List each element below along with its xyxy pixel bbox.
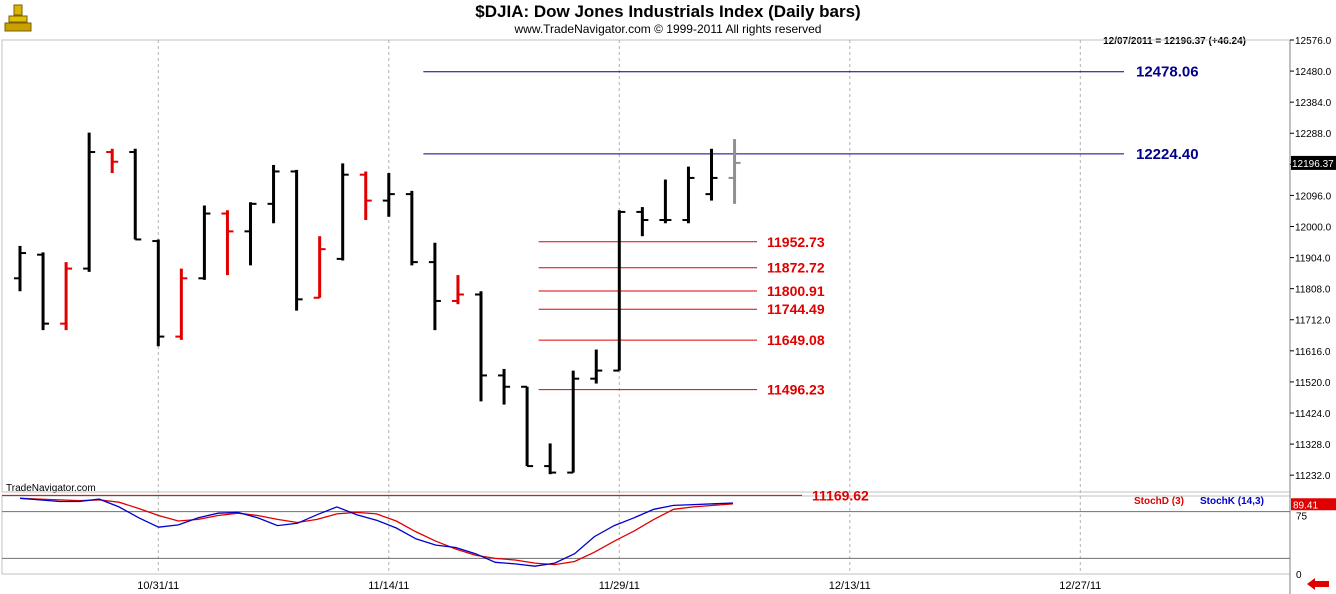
copyright-subtitle: www.TradeNavigator.com © 1999-2011 All r… [514, 22, 822, 36]
ohlc-bar [152, 239, 165, 347]
y-tick-label: 11232.0 [1295, 471, 1331, 482]
ohlc-bar [544, 443, 557, 475]
ohlc-bar [728, 139, 741, 204]
ohlc-bar [590, 349, 603, 384]
price-level-label: 11872.72 [767, 260, 825, 276]
ohlc-bar [428, 242, 441, 331]
x-tick-label: 12/13/11 [829, 580, 871, 592]
price-level-label: 11496.23 [767, 382, 825, 398]
price-level-label: 11800.91 [767, 283, 825, 299]
y-tick-label: 11712.0 [1295, 316, 1331, 327]
ohlc-bar [37, 252, 50, 331]
ohlc-bar [221, 210, 234, 276]
ohlc-bar [198, 205, 211, 280]
ohlc-bar [60, 262, 73, 331]
ohlc-bar [405, 190, 418, 266]
price-plot-frame [1, 39, 1291, 493]
y-tick-label: 11616.0 [1295, 347, 1331, 358]
y-tick-label: 12480.0 [1295, 67, 1332, 78]
ohlc-bar [106, 148, 119, 174]
y-tick-label: 11424.0 [1295, 409, 1331, 420]
stoch-y-tick-label: 0 [1296, 570, 1302, 581]
ohlc-bar [359, 171, 372, 221]
x-tick-label: 11/29/11 [599, 580, 640, 592]
ohlc-bar [613, 210, 626, 372]
y-tick-label: 11328.0 [1295, 440, 1331, 451]
y-tick-label: 11904.0 [1295, 254, 1331, 265]
ohlc-bar [175, 268, 188, 340]
y-tick-label: 11520.0 [1295, 378, 1331, 389]
y-tick-label: 12288.0 [1295, 129, 1332, 140]
ohlc-bar [682, 166, 695, 224]
ohlc-bar [267, 164, 280, 224]
ohlc-bar [475, 291, 487, 402]
price-level-label: 11744.49 [767, 301, 825, 317]
y-tick-label: 11808.0 [1295, 285, 1331, 296]
last-price-tag [1291, 155, 1336, 170]
price-level-label: 12478.06 [1136, 64, 1199, 81]
x-tick-label: 12/27/11 [1059, 580, 1101, 592]
price-level-label: 11649.08 [767, 332, 825, 348]
price-readout: 12/07/2011 = 12196.37 (+46.24) [1103, 36, 1246, 47]
chart-title: $DJIA: Dow Jones Industrials Index (Dail… [475, 2, 861, 21]
legend-stochk: StochK (14,3) [1200, 496, 1264, 507]
y-tick-label: 12576.0 [1295, 36, 1332, 47]
stoch-y-tick-label: 75 [1296, 512, 1308, 523]
y-tick-label: 12096.0 [1295, 191, 1332, 202]
ohlc-bar [659, 179, 672, 224]
ohlc-bar [83, 132, 96, 272]
ohlc-bar [521, 385, 534, 468]
legend-stochd: StochD (3) [1134, 496, 1184, 507]
left-arrow-icon[interactable] [1306, 577, 1330, 591]
stoch-last-label: 89.41 [1293, 500, 1318, 511]
ohlc-bar [129, 148, 142, 241]
stoch-series-line [19, 497, 734, 567]
ohlc-bar [567, 370, 580, 474]
ohlc-bar [290, 169, 303, 311]
stoch-last-tag [1291, 498, 1336, 511]
trade-navigator-logo-icon [4, 4, 32, 32]
x-tick-label: 11/14/11 [368, 580, 409, 592]
watermark-text: TradeNavigator.com [6, 483, 96, 494]
x-tick-label: 10/31/11 [137, 580, 179, 592]
stoch-plot-frame [1, 495, 1291, 575]
ohlc-bar [451, 275, 464, 305]
ohlc-bar [636, 207, 649, 237]
ohlc-bar [705, 148, 718, 201]
ohlc-bar [14, 245, 26, 292]
ohlc-bar [498, 368, 511, 405]
ohlc-bar [336, 163, 349, 261]
price-level-label: 12224.40 [1136, 146, 1199, 163]
ohlc-bar [244, 202, 257, 266]
price-level-label: 11169.62 [812, 487, 869, 503]
y-tick-label: 12000.0 [1295, 222, 1332, 233]
price-level-label: 11952.73 [767, 234, 825, 250]
last-price-label: 12196.37 [1292, 159, 1334, 170]
ohlc-bar [313, 236, 326, 299]
ohlc-bar [382, 173, 395, 217]
stoch-series-line [19, 497, 734, 566]
y-tick-label: 12384.0 [1295, 98, 1332, 109]
